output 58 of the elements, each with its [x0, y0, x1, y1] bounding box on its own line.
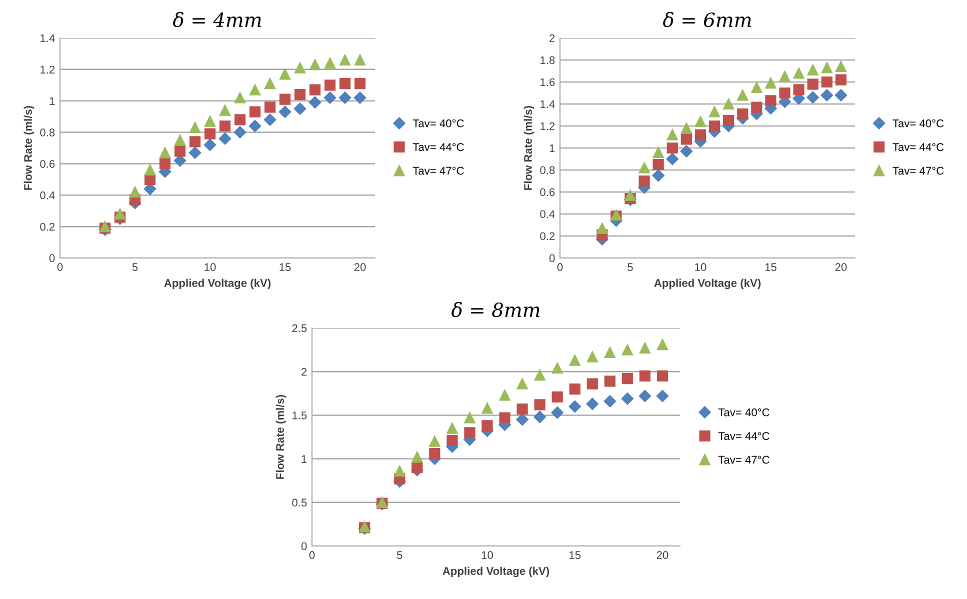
x-tick-label: 10: [695, 263, 706, 272]
y-tick-label: 1.4: [540, 100, 555, 108]
x-tick-label: 5: [396, 551, 402, 560]
legend-label: Tav= 44°C: [412, 143, 464, 151]
x-tick-label: 15: [765, 263, 776, 272]
x-axis-title: Applied Voltage (kV): [654, 278, 761, 290]
y-tick-label: 0.4: [40, 191, 55, 200]
legend-label: Tav= 47°C: [892, 166, 944, 175]
x-axis-title: Applied Voltage (kV): [442, 566, 550, 578]
y-tick-label: 1: [550, 144, 555, 152]
legend-label: Tav= 47°C: [718, 456, 770, 464]
y-tick-label: 1.2: [40, 66, 55, 74]
y-axis-title: Flow Rate (ml/s): [24, 106, 34, 190]
x-tick-label: 20: [656, 551, 668, 560]
y-tick-label: 2.5: [292, 324, 307, 332]
y-tick-label: 1: [302, 455, 307, 463]
y-axis-title: Flow Rate (ml/s): [276, 394, 286, 479]
x-axis-title: Applied Voltage (kV): [164, 278, 271, 290]
x-tick-label: 0: [309, 551, 315, 560]
y-tick-label: 0: [49, 254, 55, 262]
legend-label: Tav= 40°C: [412, 119, 464, 128]
y-tick-label: 0.8: [40, 128, 55, 136]
y-tick-label: 0: [301, 542, 307, 550]
legend-label: Tav= 44°C: [718, 432, 770, 440]
chart-title: δ = 6mm: [663, 12, 751, 28]
y-tick-label: 1.8: [540, 56, 555, 64]
y-tick-label: 0.6: [40, 160, 55, 168]
y-tick-label: 2: [550, 34, 555, 42]
x-tick-label: 20: [835, 263, 847, 272]
x-tick-label: 15: [570, 551, 581, 560]
chart-title: δ = 8mm: [452, 302, 540, 318]
legend-label: Tav= 40°C: [892, 119, 944, 128]
y-tick-label: 0.2: [540, 232, 555, 240]
x-tick-label: 10: [482, 551, 493, 560]
y-tick-label: 1: [50, 97, 55, 105]
x-tick-label: 10: [204, 263, 216, 272]
y-tick-label: 0.5: [292, 498, 307, 507]
y-tick-label: 1.4: [40, 34, 55, 42]
y-tick-label: 2: [302, 368, 307, 376]
x-tick-label: 5: [132, 263, 138, 272]
y-tick-label: 0: [549, 254, 555, 262]
y-tick-label: 1.5: [292, 412, 307, 420]
y-tick-label: 0.6: [540, 188, 555, 196]
y-tick-label: 0.4: [540, 210, 555, 218]
x-tick-label: 0: [57, 263, 63, 272]
y-tick-label: 0.8: [540, 166, 555, 174]
y-tick-label: 0.2: [40, 222, 55, 231]
x-tick-label: 5: [628, 263, 633, 272]
legend-label: Tav= 44°C: [892, 143, 944, 151]
x-tick-label: 20: [354, 263, 366, 272]
legend-label: Tav= 40°C: [718, 408, 770, 416]
y-tick-label: 1.2: [540, 122, 555, 130]
chart-title: δ = 4mm: [173, 12, 261, 28]
x-tick-label: 0: [557, 263, 563, 272]
y-tick-label: 1.6: [540, 78, 555, 86]
legend-label: Tav= 47°C: [412, 166, 464, 175]
y-axis-title: Flow Rate (ml/s): [524, 106, 534, 190]
x-tick-label: 15: [280, 263, 291, 272]
